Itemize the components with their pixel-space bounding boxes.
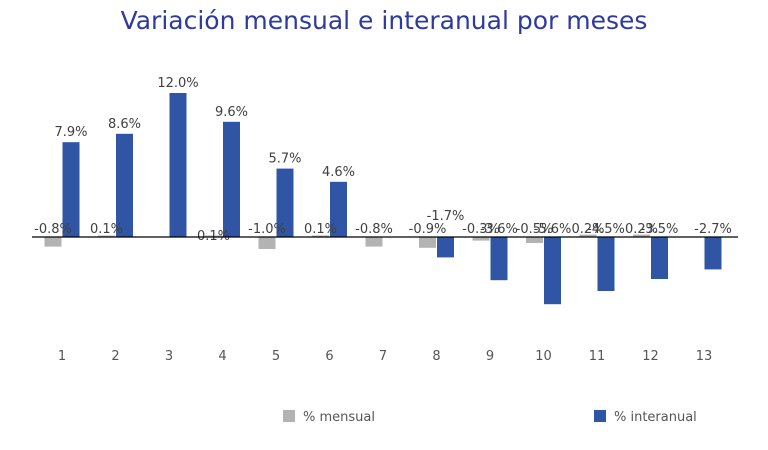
x-tick-label-6: 6: [325, 349, 333, 364]
bar-mensual-10: [526, 237, 543, 243]
bar-interanual-2: [116, 133, 133, 237]
bars-layer: [44, 93, 722, 305]
bar-mensual-4: [205, 235, 222, 237]
legend-swatch-mensual: [283, 410, 295, 422]
x-tick-label-3: 3: [165, 349, 173, 364]
bar-mensual-1: [44, 237, 62, 247]
data-label-interanual-6: 4.6%: [322, 165, 355, 180]
x-tick-label-12: 12: [642, 349, 659, 364]
bar-interanual-1: [62, 142, 80, 237]
data-label-interanual-9: -3.6%: [480, 222, 518, 237]
bar-interanual-4: [223, 121, 240, 237]
bar-mensual-11: [579, 234, 597, 237]
data-label-interanual-4: 9.6%: [215, 105, 248, 120]
data-label-mensual-8: -0.9%: [409, 222, 447, 237]
x-tick-label-8: 8: [432, 349, 440, 364]
data-labels-layer: -0.8% 0.1% 0.1% -1.0% 0.1% -0.8% -0.9% -0.3% -0.…: [34, 76, 732, 244]
data-label-mensual-6: 0.1%: [304, 222, 337, 237]
bar-mensual-12: [633, 234, 650, 237]
x-tick-label-2: 2: [111, 349, 119, 364]
data-label-interanual-13: -2.7%: [694, 222, 732, 237]
x-tick-label-7: 7: [379, 349, 387, 364]
data-label-interanual-5: 5.7%: [268, 152, 301, 167]
data-label-mensual-7: -0.8%: [355, 222, 393, 237]
data-label-interanual-8: -1.7%: [427, 209, 465, 224]
bar-mensual-8: [419, 237, 436, 248]
data-label-mensual-2: 0.1%: [90, 222, 123, 237]
legend: % mensual % interanual: [283, 410, 697, 425]
data-label-interanual-12: -3.5%: [641, 222, 679, 237]
bar-interanual-5: [276, 168, 294, 237]
bar-interanual-10: [544, 237, 561, 305]
data-label-interanual-3: 12.0%: [157, 76, 198, 91]
bar-interanual-12: [651, 237, 668, 279]
bar-interanual-9: [490, 237, 508, 281]
data-label-mensual-12: 0.2%: [625, 222, 658, 237]
bar-mensual-7: [365, 237, 383, 247]
x-tick-label-4: 4: [218, 349, 226, 364]
data-label-interanual-10: -5.6%: [534, 222, 572, 237]
legend-label-interanual: % interanual: [614, 410, 697, 425]
data-label-mensual-10: -0.5%: [516, 222, 554, 237]
legend-swatch-interanual: [594, 410, 606, 422]
bar-mensual-2: [98, 235, 115, 237]
x-tick-label-9: 9: [486, 349, 494, 364]
bar-interanual-6: [330, 181, 347, 237]
data-label-interanual-2: 8.6%: [108, 117, 141, 132]
data-label-mensual-1: -0.8%: [34, 222, 72, 237]
x-tick-label-11: 11: [589, 349, 606, 364]
bar-interanual-3: [169, 93, 187, 237]
x-tick-label-13: 13: [696, 349, 713, 364]
chart-title: Variación mensual e interanual por meses: [120, 6, 648, 35]
x-tick-label-5: 5: [272, 349, 280, 364]
x-tick-label-10: 10: [535, 349, 552, 364]
bar-interanual-8: [437, 237, 454, 258]
x-tick-label-1: 1: [58, 349, 66, 364]
bar-interanual-11: [597, 237, 615, 291]
x-tick-labels-layer: 1 2 3 4 5 6 7 8 9 10 11 12 13: [58, 349, 712, 364]
data-label-mensual-5: -1.0%: [248, 222, 286, 237]
data-label-interanual-1: 7.9%: [54, 125, 87, 140]
legend-label-mensual: % mensual: [303, 410, 375, 425]
bar-mensual-5: [258, 237, 276, 249]
bar-mensual-6: [312, 235, 329, 237]
data-label-mensual-11: 0.2%: [571, 222, 604, 237]
data-label-mensual-9: -0.3%: [462, 222, 500, 237]
bar-interanual-13: [704, 237, 722, 270]
bar-mensual-9: [472, 237, 490, 241]
data-label-interanual-11: -4.5%: [587, 222, 625, 237]
